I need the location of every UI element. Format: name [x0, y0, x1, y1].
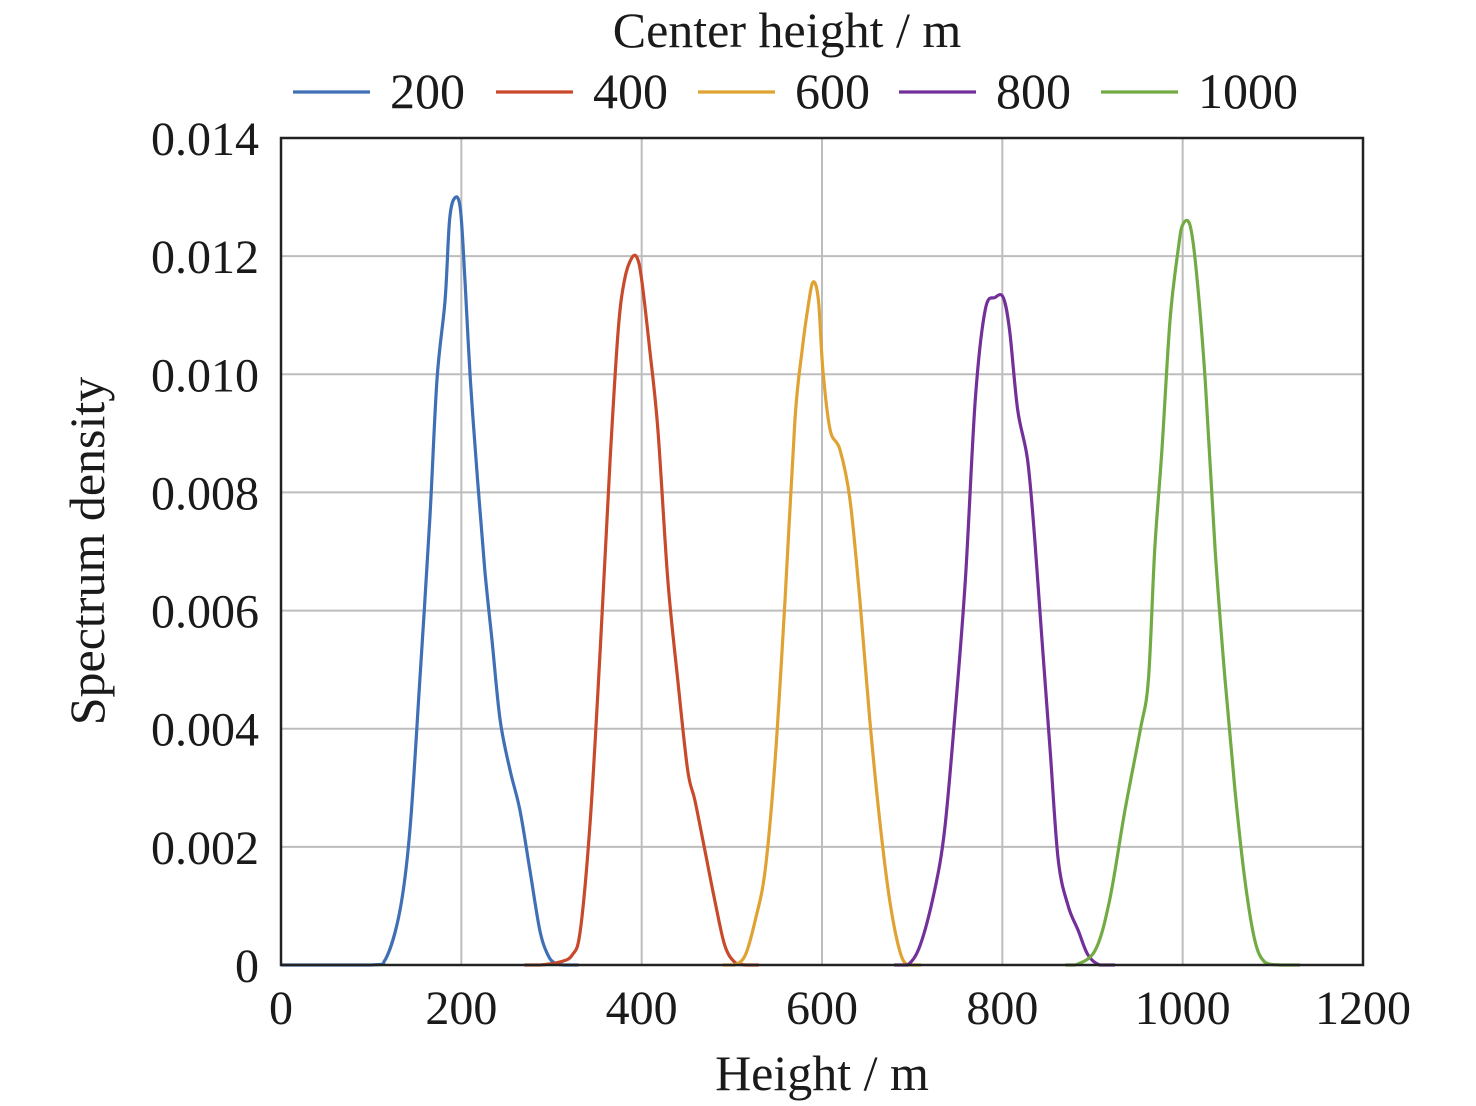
plot-frame [279, 136, 1365, 967]
legend: 200 400 600 800 1000 [293, 63, 1298, 119]
legend-label-800: 800 [996, 63, 1071, 119]
y-tick-label: 0.010 [151, 349, 259, 402]
x-tick-label: 1000 [1135, 982, 1231, 1035]
series-line-400 [524, 253, 759, 967]
legend-title: Center height / m [613, 2, 962, 58]
grid [280, 137, 1364, 966]
legend-label-600: 600 [795, 63, 870, 119]
x-tick-label: 0 [269, 982, 293, 1035]
series-lines [281, 195, 1300, 967]
series-line-600 [722, 280, 922, 967]
x-axis-ticks: 0 200 400 600 800 1000 1200 [269, 982, 1411, 1035]
y-tick-label: 0.004 [151, 704, 259, 757]
legend-label-200: 200 [390, 63, 465, 119]
y-tick-label: 0.006 [151, 586, 259, 639]
x-tick-label: 1200 [1315, 982, 1411, 1035]
x-tick-label: 200 [425, 982, 497, 1035]
legend-label-400: 400 [593, 63, 668, 119]
x-tick-label: 600 [786, 982, 858, 1035]
y-tick-label: 0.012 [151, 231, 259, 284]
series-line-200 [281, 195, 579, 967]
x-tick-label: 400 [606, 982, 678, 1035]
y-tick-label: 0 [235, 940, 259, 993]
legend-label-1000: 1000 [1198, 63, 1298, 119]
series-line-1000 [1065, 218, 1300, 967]
y-axis-label: Spectrum density [59, 377, 115, 726]
x-tick-label: 800 [966, 982, 1038, 1035]
x-axis-label: Height / m [715, 1045, 929, 1101]
y-tick-label: 0.008 [151, 467, 259, 520]
series-line-800 [894, 292, 1116, 967]
y-tick-label: 0.002 [151, 822, 259, 875]
y-tick-label: 0.014 [151, 113, 259, 166]
y-axis-ticks: 0 0.002 0.004 0.006 0.008 0.010 0.012 0.014 [151, 113, 259, 993]
